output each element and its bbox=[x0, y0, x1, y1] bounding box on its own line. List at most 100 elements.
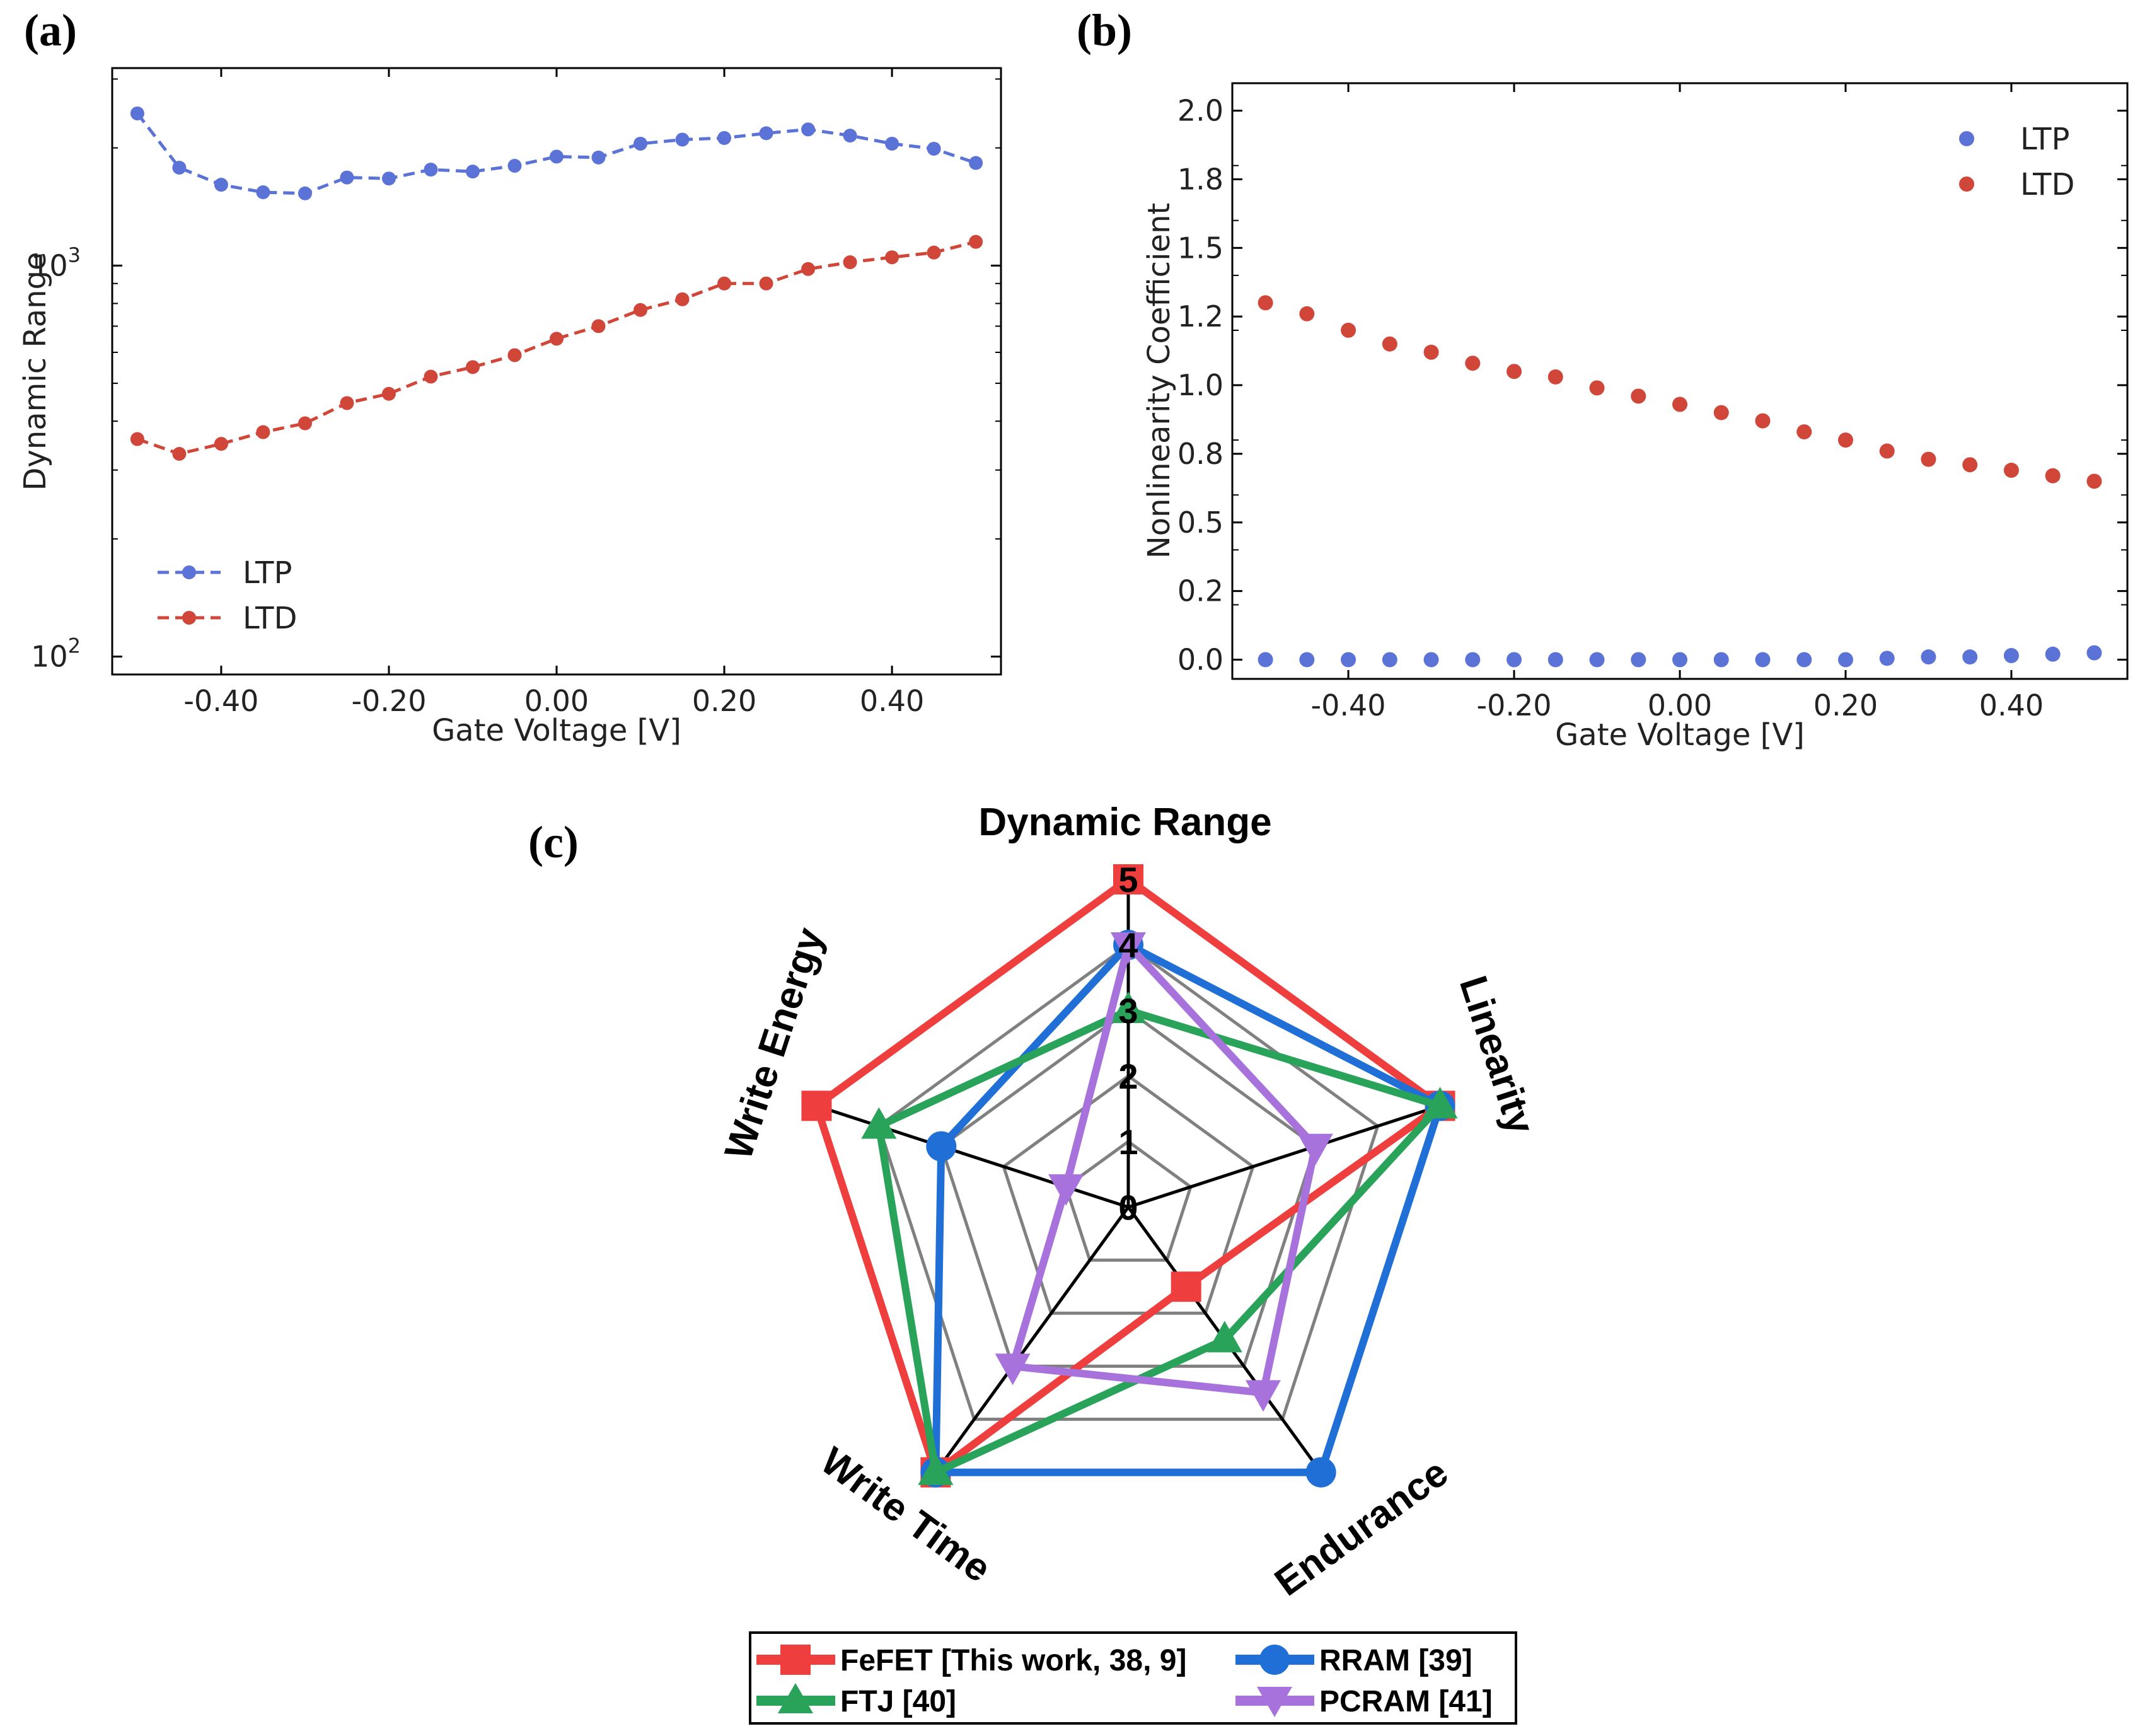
chart-a-marks bbox=[130, 106, 983, 461]
point-ltd bbox=[1796, 424, 1812, 440]
point-ltd bbox=[1423, 344, 1439, 360]
point-ltp bbox=[256, 185, 270, 200]
radar-series-rram-39 bbox=[932, 940, 1445, 1476]
chart-a-xtick-label: 0.20 bbox=[692, 684, 756, 718]
point-ltp bbox=[1465, 652, 1481, 668]
point-ltp bbox=[1921, 649, 1936, 665]
point-ltd bbox=[1962, 457, 1978, 473]
point-ltd bbox=[2086, 473, 2102, 489]
point-ltp bbox=[843, 129, 857, 143]
legend-ftj-marker bbox=[778, 1683, 813, 1713]
point-ltp bbox=[1382, 652, 1397, 668]
point-ltd bbox=[1672, 396, 1687, 412]
chart-a-xlabel: Gate Voltage [V] bbox=[432, 713, 681, 748]
radar-point-pcram-41 bbox=[995, 1353, 1031, 1386]
point-ltp bbox=[2003, 647, 2019, 663]
point-ltd bbox=[591, 319, 606, 333]
legend-ftj-label: FTJ [40] bbox=[840, 1685, 956, 1718]
point-ltp bbox=[1631, 652, 1646, 668]
point-ltd bbox=[1921, 451, 1936, 467]
radar-grid-ring-4 bbox=[877, 942, 1380, 1421]
radar-point-rram-39 bbox=[926, 1131, 957, 1162]
point-ltp bbox=[1962, 649, 1978, 665]
point-ltp bbox=[424, 163, 438, 177]
point-ltd bbox=[2045, 468, 2061, 483]
legend-a-ltd-marker bbox=[182, 611, 196, 625]
chart-b-ytick-label: 0.0 bbox=[1177, 643, 1223, 677]
point-ltd bbox=[298, 416, 312, 431]
legend-pcram-label: PCRAM [41] bbox=[1319, 1685, 1493, 1718]
radar-point-pcram-41 bbox=[1111, 932, 1146, 964]
radar-point-pcram-41 bbox=[1245, 1380, 1281, 1412]
radar-point-rram-39 bbox=[1305, 1457, 1336, 1488]
point-ltd bbox=[507, 348, 522, 362]
radar-legend-box bbox=[749, 1631, 1517, 1725]
point-ltd bbox=[969, 234, 983, 249]
chart-b-xtick-label: 0.40 bbox=[1979, 688, 2044, 722]
chart-b-ytick-label: 0.8 bbox=[1177, 437, 1223, 471]
radar-grid-ring-3 bbox=[939, 1008, 1317, 1368]
point-ltd bbox=[214, 437, 228, 451]
point-ltp bbox=[1879, 651, 1895, 666]
radar-series-pcram-41 bbox=[1007, 937, 1320, 1397]
radar-series bbox=[801, 864, 1458, 1488]
point-ltp bbox=[801, 122, 816, 137]
point-ltp bbox=[2086, 645, 2102, 661]
point-ltd bbox=[885, 250, 899, 265]
legend-b-ltp-label: LTP bbox=[2020, 122, 2069, 157]
point-ltp bbox=[1507, 652, 1522, 668]
point-ltp bbox=[214, 178, 228, 192]
radar-spoke-write-energy bbox=[816, 1104, 1129, 1209]
legend-b-ltd-marker bbox=[1959, 176, 1974, 192]
point-ltp bbox=[172, 161, 187, 175]
radar-level-label-0: 0 bbox=[1118, 1188, 1138, 1227]
point-ltd bbox=[801, 262, 816, 276]
radar-point-ftj-40 bbox=[1111, 992, 1146, 1023]
series-line-ltd bbox=[137, 240, 976, 456]
radar-axis-label-write-energy: Write Energy bbox=[717, 922, 833, 1164]
radar-point-pcram-41 bbox=[1048, 1174, 1084, 1206]
legend-rram-marker bbox=[1259, 1645, 1290, 1675]
chart-b-ytick-label: 1.5 bbox=[1177, 231, 1223, 265]
panel-label-a: (a) bbox=[24, 5, 77, 55]
point-ltd bbox=[2003, 463, 2019, 478]
point-ltp bbox=[130, 106, 144, 120]
chart-b-ticks: -0.40 -0.20 0.00 0.20 0.40 0.0 0.2 0.5 0.8 1.0 1.2… bbox=[1177, 83, 2127, 722]
point-ltd bbox=[1465, 356, 1481, 371]
radar-level-label-3: 3 bbox=[1118, 991, 1138, 1031]
radar-point-ftj-40 bbox=[861, 1107, 897, 1139]
point-ltp bbox=[1589, 652, 1605, 668]
point-ltp bbox=[1258, 652, 1273, 668]
radar-level-label-4: 4 bbox=[1118, 925, 1138, 965]
chart-b-xtick-label: 0.00 bbox=[1648, 688, 1712, 722]
point-ltd bbox=[633, 303, 648, 317]
point-ltd bbox=[424, 369, 438, 384]
point-ltp bbox=[1713, 652, 1729, 668]
chart-b-xtick-label: -0.20 bbox=[1477, 688, 1552, 722]
point-ltd bbox=[1589, 380, 1605, 396]
radar-point-fefet-this-work-38-9 bbox=[1171, 1271, 1201, 1302]
point-ltp bbox=[1299, 652, 1315, 668]
panel-label-c: (c) bbox=[528, 817, 579, 867]
point-ltd bbox=[1755, 413, 1771, 429]
chart-b-xtick-label: -0.40 bbox=[1311, 688, 1386, 722]
chart-b-ylabel: Nonlinearity Coefficient bbox=[1142, 203, 1177, 559]
point-ltp bbox=[1423, 652, 1439, 668]
chart-b-legend: LTP LTD bbox=[1959, 122, 2074, 202]
radar-point-fefet-this-work-38-9 bbox=[801, 1091, 832, 1121]
point-ltp bbox=[675, 132, 690, 147]
chart-a-ylabel: Dynamic Range bbox=[18, 252, 53, 490]
point-ltd bbox=[256, 425, 270, 439]
radar-grid-ring-2 bbox=[1002, 1073, 1255, 1315]
point-ltd bbox=[130, 432, 144, 446]
chart-b: -0.40 -0.20 0.00 0.20 0.40 0.0 0.2 0.5 0.8 1.0 1.2… bbox=[1142, 82, 2129, 753]
point-ltp bbox=[969, 156, 983, 170]
panel-label-b: (b) bbox=[1077, 5, 1132, 55]
chart-b-ytick-label: 0.5 bbox=[1177, 506, 1223, 540]
chart-b-frame bbox=[1231, 82, 2129, 680]
point-ltp bbox=[1547, 652, 1563, 668]
point-ltp bbox=[507, 158, 522, 173]
point-ltp bbox=[633, 136, 648, 151]
